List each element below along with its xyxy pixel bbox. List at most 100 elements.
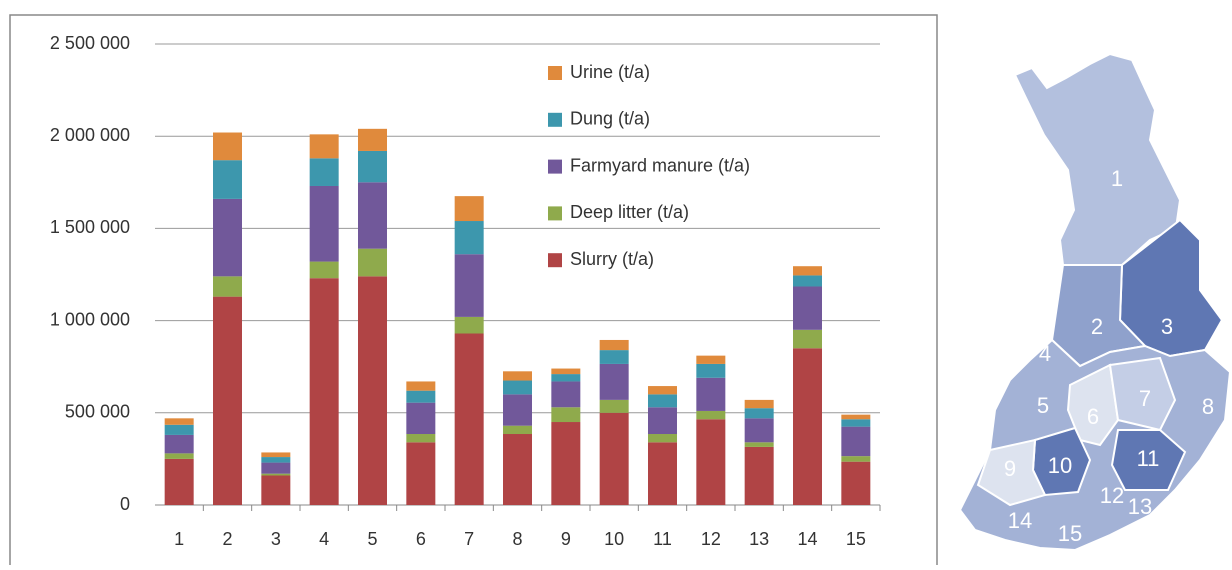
region-label: 4 [1039, 341, 1051, 366]
bar-segment [164, 458, 194, 505]
legend-swatch [548, 159, 562, 174]
bar-segment [696, 410, 726, 420]
x-tick-label: 8 [512, 529, 522, 549]
region-label: 1 [1111, 166, 1123, 191]
bar-segment [261, 457, 291, 463]
x-tick-label: 6 [416, 529, 426, 549]
bar-segment [841, 456, 871, 462]
bar-segment [406, 381, 436, 391]
bar-segment [406, 442, 436, 505]
y-tick-label: 2 000 000 [50, 125, 130, 145]
x-tick-label: 1 [174, 529, 184, 549]
bar-segment [454, 254, 484, 317]
bar-segment [406, 390, 436, 403]
bar-segment [358, 182, 387, 249]
bar-segment [309, 185, 339, 262]
bar-segment [793, 266, 822, 276]
legend-label: Dung (t/a) [570, 109, 650, 129]
region [1013, 52, 1182, 277]
bar-segment [551, 381, 581, 408]
bar-segment [213, 198, 242, 277]
bar-segment [213, 296, 242, 505]
region-label: 5 [1037, 393, 1049, 418]
bar-segment [599, 339, 629, 351]
bar-segment [261, 452, 291, 458]
region [976, 438, 1047, 507]
bar-segment [454, 196, 484, 222]
bar-segment [696, 355, 726, 364]
bar-segment [503, 394, 532, 426]
region-label: 12 [1100, 483, 1124, 508]
bar-segment [793, 329, 822, 349]
x-tick-label: 3 [271, 529, 281, 549]
x-tick-label: 2 [222, 529, 232, 549]
bar-segment [551, 374, 581, 382]
x-tick-label: 13 [749, 529, 769, 549]
region [1110, 429, 1187, 491]
bar-segment [358, 276, 387, 505]
bar-segment [696, 363, 726, 378]
region [1108, 356, 1177, 432]
bar-segment [164, 453, 194, 459]
x-tick-label: 4 [319, 529, 329, 549]
bar-segment [551, 407, 581, 423]
bar-segment [406, 402, 436, 435]
bar-segment [213, 276, 242, 297]
bar-segment [358, 128, 387, 151]
bar-segment [406, 434, 436, 443]
x-tick-label: 10 [604, 529, 624, 549]
bar-segment [599, 363, 629, 400]
region-label: 7 [1139, 386, 1151, 411]
region-label: 13 [1128, 494, 1152, 519]
region-label: 3 [1161, 314, 1173, 339]
bar-segment [261, 473, 291, 476]
x-tick-label: 5 [367, 529, 377, 549]
bar-segment [503, 425, 532, 435]
region-label: 2 [1091, 314, 1103, 339]
legend-swatch [548, 112, 562, 127]
bar-segment [503, 380, 532, 395]
x-tick-label: 12 [701, 529, 721, 549]
bar-segment [454, 221, 484, 255]
bar-segment [599, 399, 629, 413]
region-label: 6 [1087, 404, 1099, 429]
bar-segment [599, 350, 629, 364]
bar-segment [309, 278, 339, 505]
bar-segment [551, 368, 581, 375]
bar-segment [503, 434, 532, 505]
bar-segment [648, 394, 677, 408]
bar-segment [648, 434, 677, 443]
region-label: 11 [1137, 446, 1160, 471]
legend-label: Urine (t/a) [570, 62, 650, 82]
bar-segment [793, 348, 822, 505]
bar-segment [744, 408, 774, 419]
y-tick-label: 1 500 000 [50, 217, 130, 237]
region-label: 9 [1004, 456, 1016, 481]
legend-label: Deep litter (t/a) [570, 202, 689, 222]
y-tick-label: 500 000 [65, 402, 130, 422]
bar-segment [841, 461, 871, 505]
bar-segment [744, 399, 774, 409]
bar-segment [164, 434, 194, 454]
bar-segment [213, 160, 242, 199]
bar-segment [503, 371, 532, 381]
legend-label: Farmyard manure (t/a) [570, 155, 750, 175]
bar-segment [551, 422, 581, 505]
bar-segment [744, 418, 774, 443]
x-tick-label: 9 [561, 529, 571, 549]
bar-segment [261, 462, 291, 474]
bar-segment [261, 475, 291, 505]
x-tick-label: 14 [797, 529, 817, 549]
y-tick-label: 2 500 000 [50, 33, 130, 53]
bar-segment [164, 424, 194, 435]
bar-segment [793, 275, 822, 287]
legend-swatch [548, 206, 562, 221]
legend-swatch [548, 66, 562, 80]
region-label: 8 [1202, 394, 1214, 419]
bar-segment [358, 150, 387, 183]
bar-segment [648, 442, 677, 505]
bar-segment [648, 386, 677, 395]
